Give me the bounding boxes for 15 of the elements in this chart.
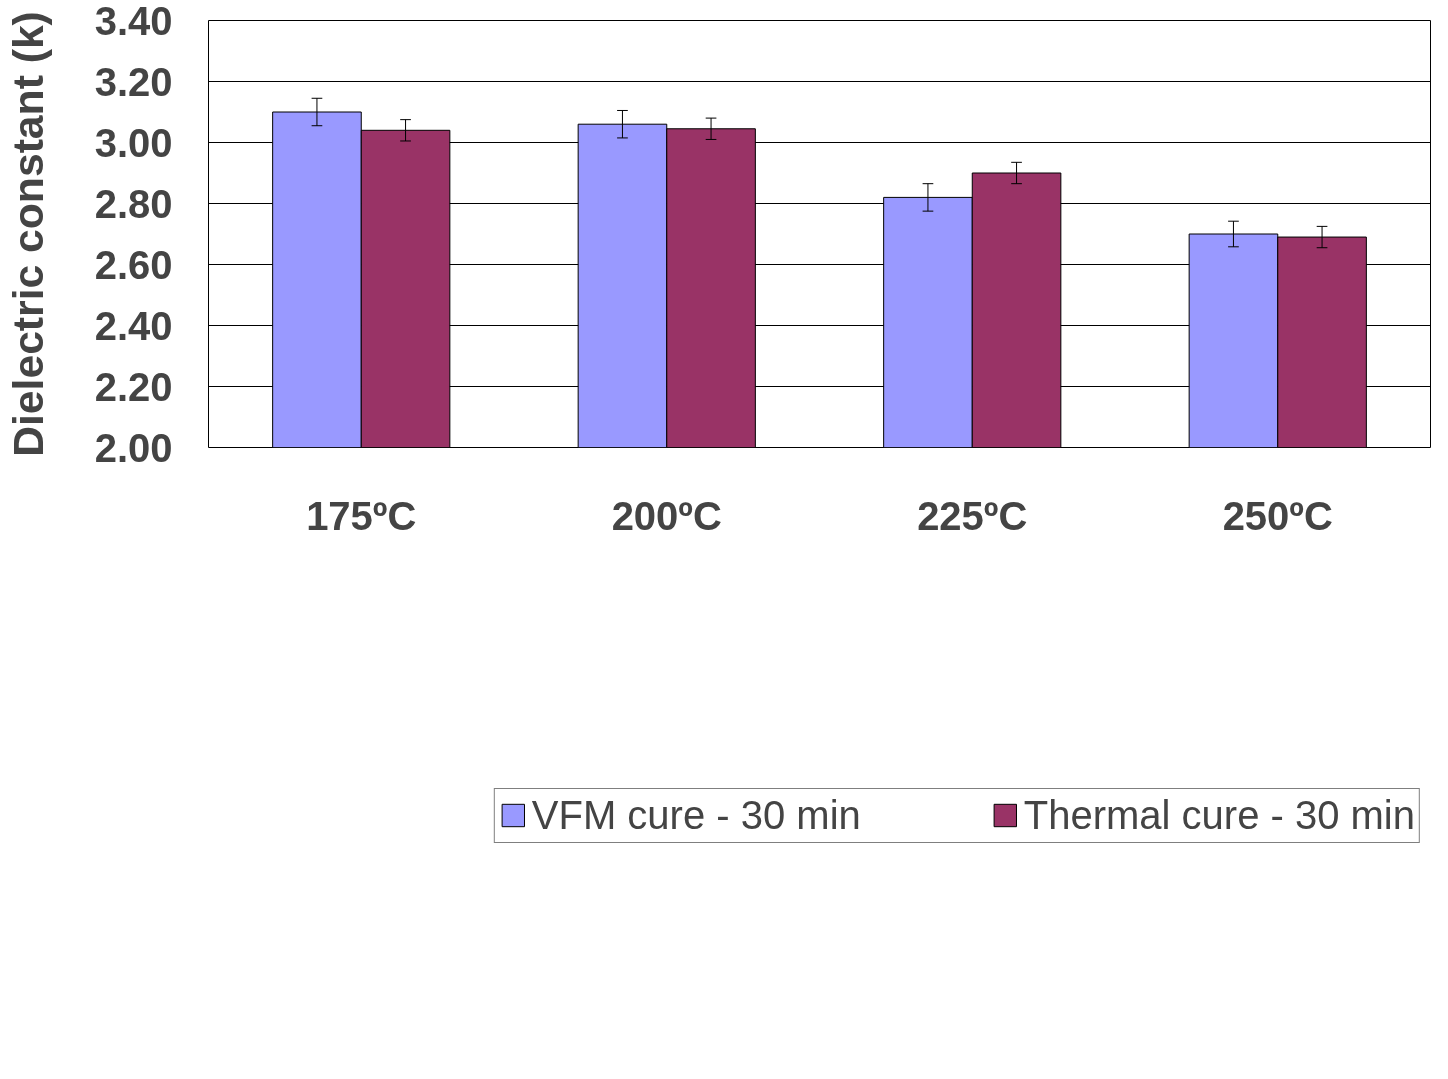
y-tick-label: 3.40: [94, 0, 173, 43]
y-tick-label: 2.60: [94, 242, 173, 287]
legend-label: Thermal cure - 30 min: [1023, 792, 1415, 838]
x-tick-label: 225ºC: [917, 493, 1028, 538]
x-tick-label: 250ºC: [1222, 493, 1333, 538]
x-tick-label: 175ºC: [306, 493, 417, 538]
y-tick-label: 2.80: [94, 181, 173, 226]
y-tick-label: 2.00: [94, 425, 173, 470]
y-tick-label: 3.00: [94, 120, 173, 165]
y-axis-title: Dielectric constant (k): [3, 11, 52, 457]
legend-label: VFM cure - 30 min: [531, 792, 861, 838]
y-tick-label: 3.20: [94, 59, 173, 104]
x-tick-label: 200ºC: [611, 493, 722, 538]
y-tick-label: 2.40: [94, 303, 173, 348]
y-tick-label: 2.20: [94, 364, 173, 409]
